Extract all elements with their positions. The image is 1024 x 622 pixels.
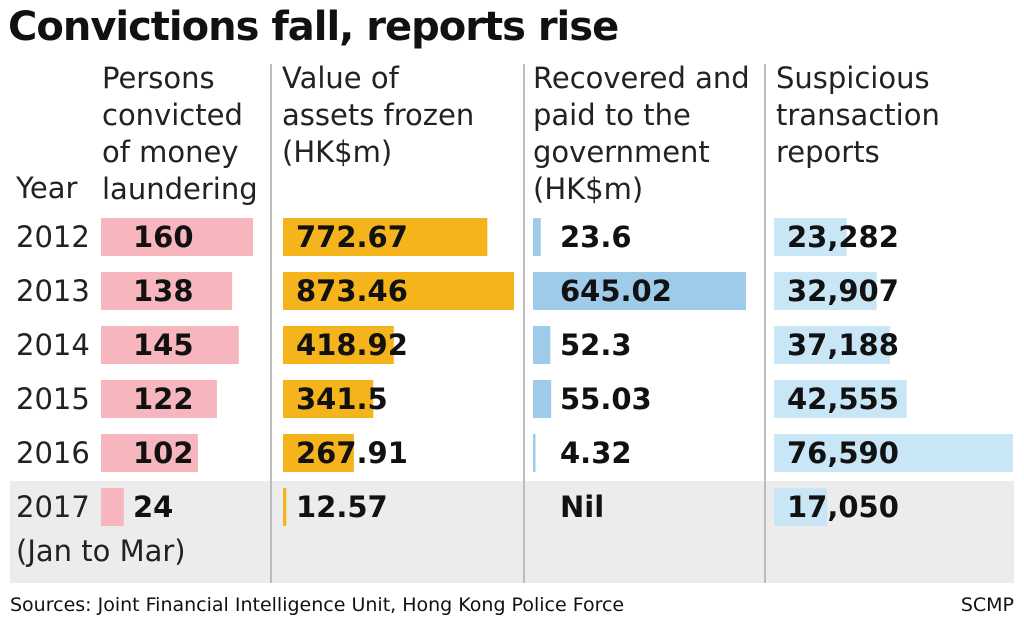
header-frozen-line-1: Value of [282, 61, 400, 95]
value-label-frozen-2017: 12.57 [296, 490, 388, 524]
value-label-convicted-2013: 138 [133, 274, 194, 308]
year-label-2016: 2016 [16, 436, 90, 470]
bar-recovered-2014 [533, 326, 551, 364]
labels-layer: 2012 160 772.67 23.6 23,282 2013 138 873.46 645.… [16, 220, 899, 568]
value-label-recovered-2013: 645.02 [560, 274, 672, 308]
value-label-recovered-2017: Nil [560, 490, 604, 524]
header-convicted-line-3: of money [102, 135, 239, 169]
highlight-row-background [10, 481, 1014, 583]
bar-reports-2013 [774, 272, 877, 310]
year-label-2013: 2013 [16, 274, 90, 308]
header-convicted-line-1: Persons [102, 61, 215, 95]
value-label-recovered-2016: 4.32 [560, 436, 632, 470]
header-recovered-line-3: government [533, 135, 710, 169]
chart-title: Convictions fall, reports rise [8, 4, 619, 50]
value-label-convicted-2017: 24 [133, 490, 173, 524]
value-label-recovered-2014: 52.3 [560, 328, 632, 362]
year-label-2012: 2012 [16, 220, 90, 254]
bar-recovered-2013 [533, 272, 746, 310]
bar-reports-2014 [774, 326, 891, 364]
bar-frozen-2012 [283, 218, 488, 256]
value-label-recovered-2015: 55.03 [560, 382, 652, 416]
value-label-convicted-2014: 145 [133, 328, 194, 362]
bar-convicted-2014 [101, 326, 239, 364]
value-label-frozen-2012: 772.67 [296, 220, 408, 254]
value-label-convicted-2016: 102 [133, 436, 194, 470]
credit-label: SCMP [960, 594, 1014, 616]
header-recovered-line-2: paid to the [533, 98, 691, 132]
header-recovered-line-1: Recovered and [533, 61, 750, 95]
value-label-frozen-2015: 341.5 [296, 382, 388, 416]
year-label-2017: 2017 [16, 490, 90, 524]
header-convicted-line-4: laundering [102, 172, 258, 206]
bar-convicted-2012 [101, 218, 253, 256]
column-dividers [270, 64, 766, 583]
bar-frozen-2013 [283, 272, 514, 310]
value-label-reports-2014: 37,188 [787, 328, 899, 362]
source-note: Sources: Joint Financial Intelligence Un… [10, 594, 625, 616]
value-label-frozen-2013: 873.46 [296, 274, 408, 308]
bars-layer [101, 218, 1013, 526]
value-label-reports-2016: 76,590 [787, 436, 899, 470]
value-label-reports-2017: 17,050 [787, 490, 899, 524]
bar-recovered-2016 [533, 434, 536, 472]
bar-convicted-2013 [101, 272, 233, 310]
bar-frozen-2016 [283, 434, 354, 472]
value-label-convicted-2015: 122 [133, 382, 194, 416]
bar-reports-2016 [774, 434, 1013, 472]
header-frozen-line-2: assets frozen [282, 98, 474, 132]
header-reports-line-3: reports [776, 135, 880, 169]
bar-frozen-2017 [283, 488, 287, 526]
value-label-recovered-2012: 23.6 [560, 220, 632, 254]
header-reports-line-1: Suspicious [776, 61, 930, 95]
value-label-reports-2015: 42,555 [787, 382, 899, 416]
header-convicted-line-2: convicted [102, 98, 243, 132]
header-recovered-line-4: (HK$m) [533, 172, 643, 206]
header-reports-line-2: transaction [776, 98, 940, 132]
year-label-2014: 2014 [16, 328, 90, 362]
bar-recovered-2012 [533, 218, 541, 256]
bar-recovered-2015 [533, 380, 552, 418]
year-header: Year [15, 171, 77, 205]
value-label-frozen-2014: 418.92 [296, 328, 408, 362]
bar-frozen-2014 [283, 326, 394, 364]
bar-convicted-2017 [101, 488, 124, 526]
bar-reports-2017 [774, 488, 828, 526]
bar-convicted-2015 [101, 380, 217, 418]
value-label-frozen-2016: 267.91 [296, 436, 408, 470]
value-label-reports-2013: 32,907 [787, 274, 899, 308]
value-label-reports-2012: 23,282 [787, 220, 899, 254]
value-label-convicted-2012: 160 [133, 220, 194, 254]
year-label-2015: 2015 [16, 382, 90, 416]
year-note-2017: (Jan to Mar) [16, 534, 186, 568]
bar-reports-2012 [774, 218, 847, 256]
bar-convicted-2016 [101, 434, 198, 472]
bar-frozen-2015 [283, 380, 374, 418]
header-frozen-line-3: (HK$m) [282, 135, 392, 169]
bar-reports-2015 [774, 380, 907, 418]
